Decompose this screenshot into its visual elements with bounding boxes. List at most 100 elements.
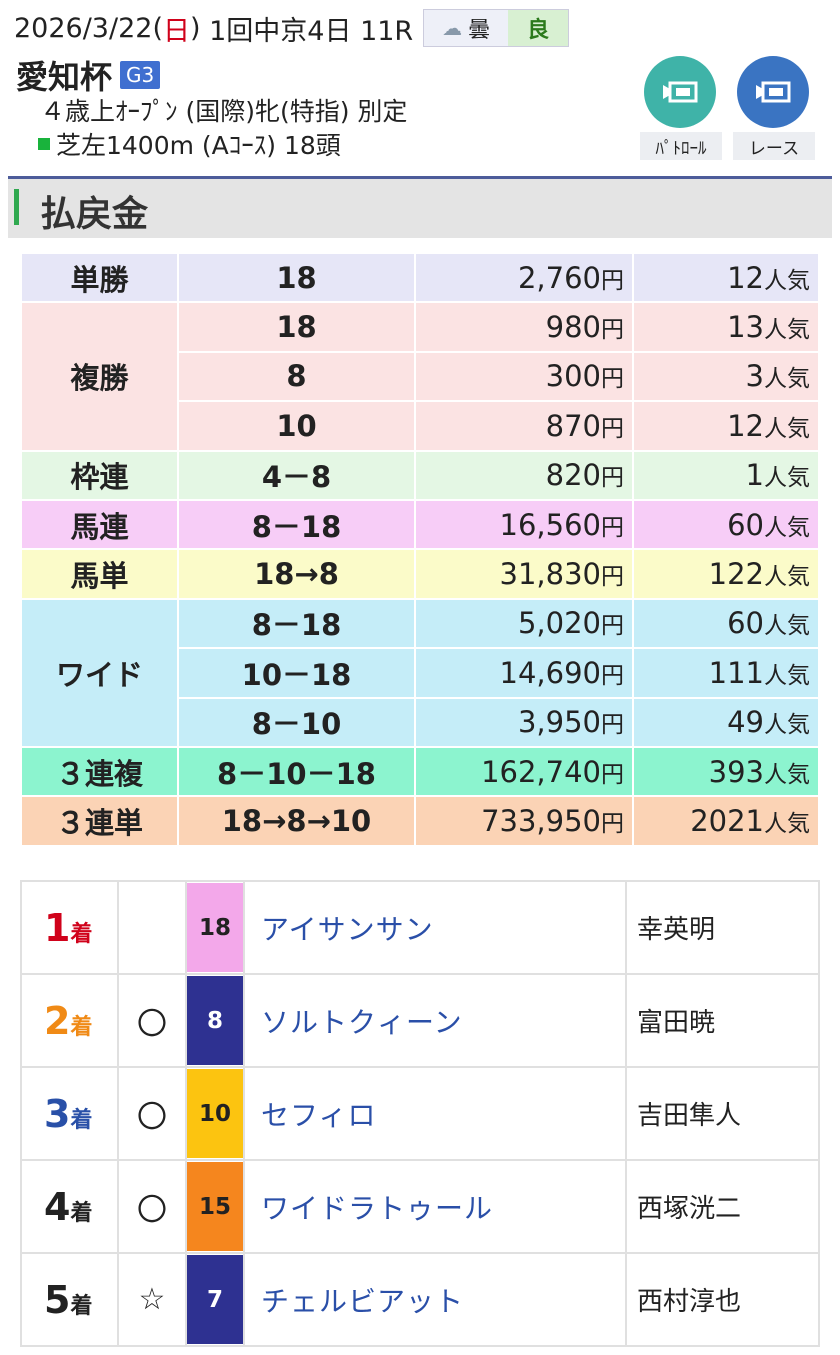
combination: 18→8→10	[177, 795, 416, 847]
popularity-cell: 60人気	[632, 498, 820, 551]
horse-name-link[interactable]: ソルトクィーン	[243, 973, 627, 1068]
race-video-button[interactable]: レース	[733, 56, 815, 160]
popularity-cell: 3人気	[632, 350, 820, 403]
combination: 8－10	[177, 696, 416, 748]
payout-row: ワイド 8－18 5,020円 60人気	[20, 597, 820, 748]
popularity-cell: 49人気	[632, 696, 820, 748]
race-header: 2026/3/22(日) 1回中京4日 11R ☁ 曇 良 愛知杯 G3 ４歳上ｵ…	[0, 0, 840, 172]
horse-name-link[interactable]: アイサンサン	[243, 880, 627, 975]
payout-row: ３連複 8－10－18 162,740円 393人気	[20, 745, 820, 798]
popularity-unit: 人気	[764, 564, 810, 591]
payout-section-header: 払戻金	[8, 176, 832, 238]
combination: 8	[177, 350, 416, 403]
combination: 18	[177, 251, 416, 304]
result-row[interactable]: 3着〇 10 セフィロ 吉田隼人	[20, 1066, 820, 1161]
payout-amount: 300	[545, 359, 601, 394]
payout-amount-cell: 980円	[414, 301, 634, 353]
payout-amount-cell: 16,560円	[414, 498, 634, 551]
popularity-cell: 60人気	[632, 597, 820, 650]
popularity-unit: 人気	[764, 613, 810, 640]
payout-amount-cell: 300円	[414, 350, 634, 403]
yen-unit: 円	[601, 564, 624, 591]
finish-position: 4着	[20, 1159, 119, 1254]
combination: 10	[177, 400, 416, 452]
result-row[interactable]: 4着〇 15 ワイドラトゥール 西塚洸二	[20, 1159, 820, 1254]
payout-amount-cell: 870円	[414, 400, 634, 452]
payout-row: 複勝 18 980円 13人気	[20, 301, 820, 452]
popularity-rank: 60	[727, 606, 764, 641]
bet-type-label: 単勝	[20, 251, 179, 304]
popularity-cell: 1人気	[632, 449, 820, 501]
result-row[interactable]: 1着 18 アイサンサン 幸英明	[20, 880, 820, 975]
popularity-unit: 人気	[764, 317, 810, 344]
combination: 18→8	[177, 548, 416, 600]
popularity-cell: 13人気	[632, 301, 820, 353]
payout-amount: 980	[545, 310, 601, 345]
yen-unit: 円	[601, 514, 624, 541]
yen-unit: 円	[601, 662, 624, 689]
prediction-mark: ☆	[117, 1252, 187, 1347]
payout-amount-cell: 3,950円	[414, 696, 634, 748]
popularity-cell: 122人気	[632, 548, 820, 600]
payout-row: 馬連 8－18 16,560円 60人気	[20, 498, 820, 551]
yen-unit: 円	[601, 267, 624, 294]
popularity-unit: 人気	[764, 761, 810, 788]
horse-name-link[interactable]: ワイドラトゥール	[243, 1159, 627, 1254]
popularity-rank: 111	[708, 655, 764, 690]
popularity-unit: 人気	[764, 810, 810, 837]
popularity-unit: 人気	[764, 366, 810, 393]
horse-number: 15	[187, 1162, 243, 1251]
popularity-rank: 13	[727, 310, 764, 345]
popularity-rank: 49	[727, 705, 764, 740]
yen-unit: 円	[601, 761, 624, 788]
popularity-cell: 12人気	[632, 251, 820, 304]
popularity-rank: 12	[727, 408, 764, 443]
jockey-name: 幸英明	[625, 880, 820, 975]
yen-unit: 円	[601, 465, 624, 492]
payout-amount-cell: 733,950円	[414, 795, 634, 847]
payout-row: 枠連 4－8 820円 1人気	[20, 449, 820, 501]
horse-name-link[interactable]: セフィロ	[243, 1066, 627, 1161]
prediction-mark: 〇	[117, 1159, 187, 1254]
horse-name-link[interactable]: チェルビアット	[243, 1252, 627, 1347]
weather-box: ☁ 曇 良	[423, 9, 570, 47]
payout-row: 8 300円 3人気	[21, 350, 820, 403]
race-title: 愛知杯 G3	[16, 52, 161, 98]
payout-amount-cell: 2,760円	[414, 251, 634, 304]
result-row[interactable]: 5着 ☆ 7 チェルビアット 西村淳也	[20, 1252, 820, 1347]
combination: 10－18	[177, 647, 416, 699]
payout-amount-cell: 5,020円	[414, 597, 634, 650]
popularity-rank: 2021	[690, 803, 764, 838]
popularity-unit: 人気	[764, 267, 810, 294]
payout-amount: 162,740	[481, 754, 601, 789]
popularity-rank: 122	[708, 557, 764, 592]
patrol-video-button[interactable]: ﾊﾟﾄﾛｰﾙ	[640, 56, 722, 160]
popularity-cell: 12人気	[632, 400, 820, 452]
payout-amount: 14,690	[499, 655, 601, 690]
popularity-unit: 人気	[764, 514, 810, 541]
horse-number: 8	[187, 976, 243, 1065]
prediction-mark	[117, 880, 187, 975]
bet-type-label: 枠連	[20, 449, 179, 501]
popularity-unit: 人気	[764, 662, 810, 689]
payout-row: ３連単 18→8→10 733,950円 2021人気	[20, 795, 820, 847]
result-row[interactable]: 2着〇 8 ソルトクィーン 富田暁	[20, 973, 820, 1068]
grade-badge: G3	[120, 61, 161, 89]
yen-unit: 円	[601, 317, 624, 344]
bet-type-label: 馬連	[20, 498, 179, 551]
cloud-icon: ☁	[442, 16, 463, 40]
yen-unit: 円	[601, 415, 624, 442]
finish-position: 5着	[20, 1252, 119, 1347]
jockey-name: 富田暁	[625, 973, 820, 1068]
finish-position: 3着	[20, 1066, 119, 1161]
finish-position: 2着	[20, 973, 119, 1068]
popularity-unit: 人気	[764, 465, 810, 492]
result-table: 1着 18 アイサンサン 幸英明 2着〇 8 ソルトクィーン 富田暁 3着〇 10 セフィロ 吉田隼人…	[20, 880, 820, 1347]
race-weekday: 日	[162, 15, 190, 47]
popularity-rank: 60	[727, 507, 764, 542]
race-date: 2026/3/22(	[14, 12, 163, 44]
combination: 8－10－18	[177, 745, 416, 798]
payout-table: 単勝 18 2,760円 12人気 複勝 18 980円 13人気 8 300円 3人気 10 870円…	[20, 251, 820, 847]
payout-amount-cell: 162,740円	[414, 745, 634, 798]
payout-amount: 31,830	[499, 557, 601, 592]
